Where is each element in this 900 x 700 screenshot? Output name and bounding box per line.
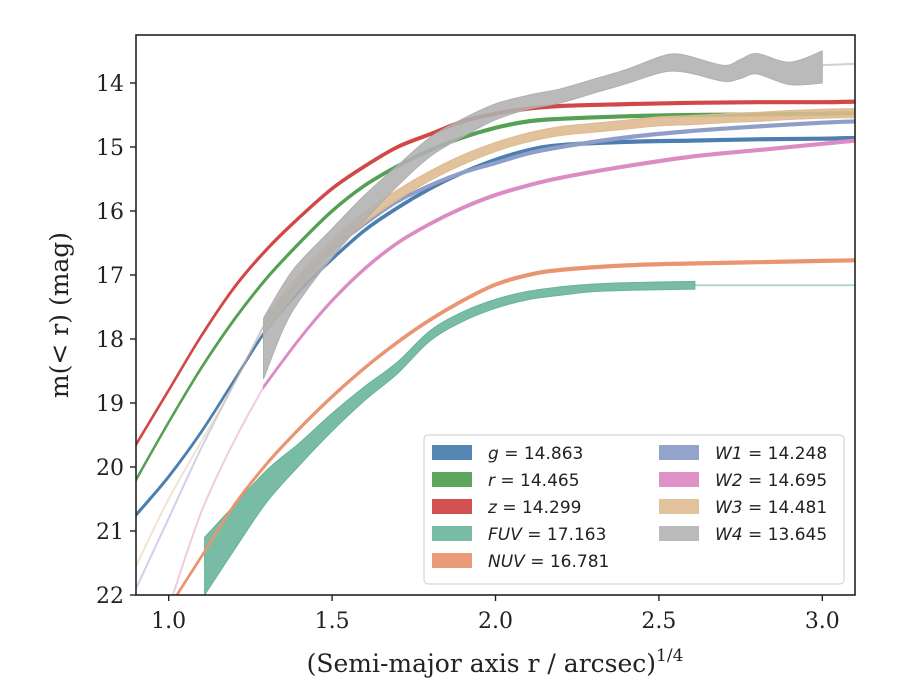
legend-swatch [432, 445, 472, 460]
y-tick-label: 18 [96, 328, 124, 353]
series-w3 [136, 108, 855, 567]
y-tick-label: 14 [96, 72, 124, 97]
x-tick-label: 1.5 [315, 609, 350, 634]
legend-item-fuv: FUV = 17.163 [432, 525, 606, 545]
x-axis-label-exponent: 1/4 [656, 646, 683, 666]
series-r [136, 110, 855, 483]
series-w4 [263, 50, 855, 380]
legend-item-w4: W4 = 13.645 [659, 525, 827, 545]
series-w1 [136, 119, 855, 590]
series-w1-inner-extrapolation [136, 325, 265, 590]
series-w3-curve [263, 108, 855, 336]
y-tick-label: 16 [96, 200, 124, 225]
x-tick-label: 3.0 [805, 609, 840, 634]
series-z-curve [136, 99, 855, 448]
legend-swatch [659, 445, 699, 460]
y-tick-label: 21 [96, 520, 124, 545]
legend-swatch [432, 472, 472, 487]
y-tick-label: 17 [96, 264, 124, 289]
legend-swatch [659, 526, 699, 541]
legend-item-w1: W1 = 14.248 [659, 444, 827, 464]
legend-label: r = 14.465 [488, 471, 580, 491]
series-w3-inner-extrapolation [136, 325, 265, 567]
series-nuv-curve [175, 258, 855, 595]
series-w2-curve [263, 138, 855, 391]
legend-item-z: z = 14.299 [432, 498, 581, 518]
legend-swatch [432, 499, 472, 514]
series-w4-curve [263, 50, 823, 380]
series-z [136, 99, 855, 448]
y-tick-label: 15 [96, 136, 124, 161]
x-axis-label-text: (Semi-major axis r / arcsec) [307, 649, 656, 678]
legend-label: W1 = 14.248 [715, 444, 827, 464]
ticks-layer: 1.0 1.5 2.0 2.5 3.0 14 15 16 17 18 19 20 21 22 [96, 72, 840, 634]
x-axis-label: (Semi-major axis r / arcsec)1/4 [307, 646, 684, 678]
y-axis-label: m(< r) (mag) [45, 232, 74, 398]
legend-item-g: g = 14.863 [432, 444, 583, 464]
legend-label: NUV = 16.781 [488, 552, 609, 572]
legend-label: g = 14.863 [488, 444, 583, 464]
legend-swatch [432, 553, 472, 568]
legend-item-w3: W3 = 14.481 [659, 498, 827, 518]
y-tick-label: 22 [96, 584, 124, 609]
x-tick-label: 1.0 [151, 609, 186, 634]
legend-label: z = 14.299 [487, 498, 581, 518]
legend-swatch [659, 499, 699, 514]
series-w1-curve [263, 119, 855, 330]
legend-item-w2: W2 = 14.695 [659, 471, 827, 491]
series-w2-inner-extrapolation [171, 386, 265, 595]
series-fuv [204, 280, 855, 595]
legend-swatch [659, 472, 699, 487]
y-tick-label: 20 [96, 456, 124, 481]
series-nuv [175, 258, 855, 595]
legend-label: W3 = 14.481 [715, 498, 827, 518]
legend-swatch [432, 526, 472, 541]
legend-label: FUV = 17.163 [488, 525, 606, 545]
y-tick-label: 19 [96, 392, 124, 417]
legend-frame [423, 434, 845, 585]
legend-label: W4 = 13.645 [715, 525, 827, 545]
legend-item-nuv: NUV = 16.781 [432, 552, 609, 572]
series-fuv-curve [204, 280, 696, 595]
series-w2 [171, 138, 855, 595]
series-layer [136, 50, 855, 595]
series-r-curve [136, 110, 855, 483]
legend: g = 14.863 r = 14.465 z = 14.299 FUV = 17.1… [423, 434, 845, 585]
legend-item-r: r = 14.465 [432, 471, 580, 491]
series-w4-outer-extension [822, 62, 855, 67]
x-tick-label: 2.0 [478, 609, 513, 634]
x-tick-label: 2.5 [641, 609, 676, 634]
legend-label: W2 = 14.695 [715, 471, 827, 491]
